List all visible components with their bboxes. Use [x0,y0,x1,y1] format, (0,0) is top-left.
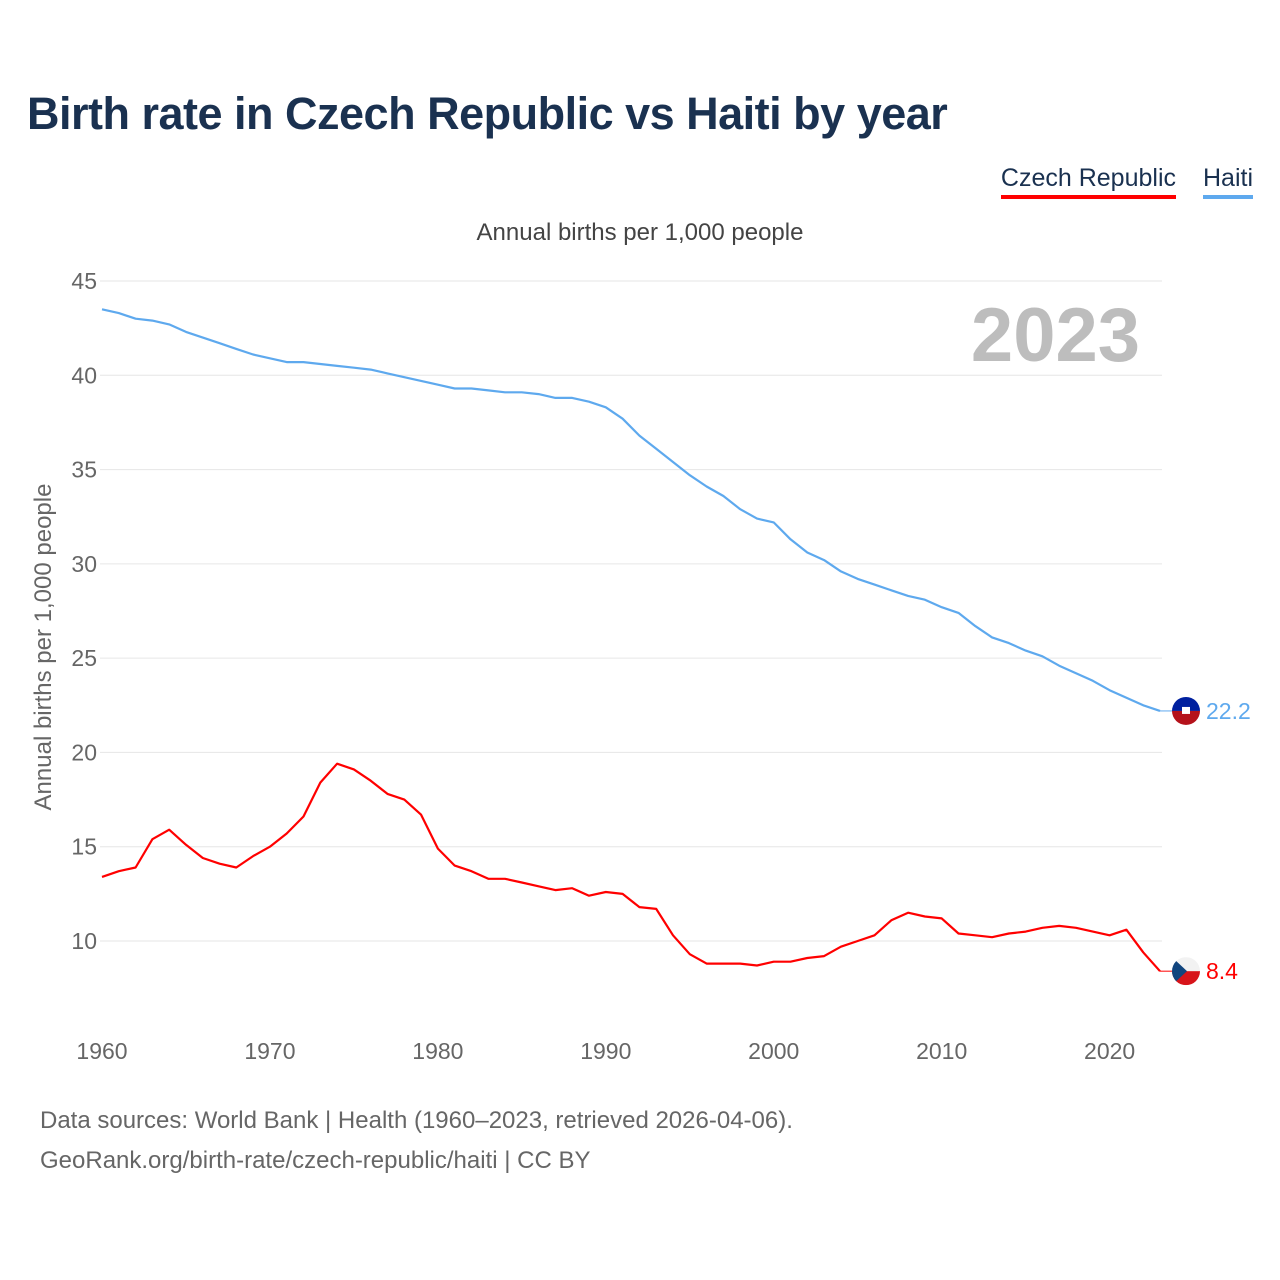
y-tick-label: 35 [71,457,97,483]
y-tick-label: 45 [71,268,97,294]
y-axis-label: Annual births per 1,000 people [30,484,57,811]
haiti-flag-icon [1172,696,1200,725]
footer-sources: Data sources: World Bank | Health (1960–… [40,1107,793,1134]
y-tick-label: 30 [71,551,97,577]
footer-url[interactable]: GeoRank.org/birth-rate/czech-republic/ha… [40,1147,591,1174]
end-value-label: 8.4 [1206,958,1238,984]
legend-haiti[interactable]: Haiti [1202,164,1253,199]
x-tick-label: 2020 [1084,1038,1135,1064]
x-tick-label: 2010 [916,1038,967,1064]
series-line-haiti[interactable] [101,308,1161,712]
y-tick-label: 40 [71,362,97,388]
y-tick-label: 10 [71,928,97,954]
chart-title: Birth rate in Czech Republic vs Haiti by… [27,88,948,139]
x-tick-label: 1960 [76,1038,127,1064]
x-tick-label: 1990 [580,1038,631,1064]
y-tick-label: 20 [71,739,97,765]
x-tick-label: 1970 [244,1038,295,1064]
x-tick-label: 1980 [412,1038,463,1064]
czech-flag-icon [1172,957,1200,986]
x-tick-label: 2000 [748,1038,799,1064]
series-line-czech-republic[interactable] [101,762,1161,972]
y-tick-label: 15 [71,834,97,860]
y-tick-label: 25 [71,645,97,671]
chart-subtitle: Annual births per 1,000 people [477,219,804,246]
end-value-label: 22.2 [1206,698,1251,724]
legend-czech-republic[interactable]: Czech Republic [1000,164,1176,199]
year-watermark: 2023 [971,293,1140,378]
